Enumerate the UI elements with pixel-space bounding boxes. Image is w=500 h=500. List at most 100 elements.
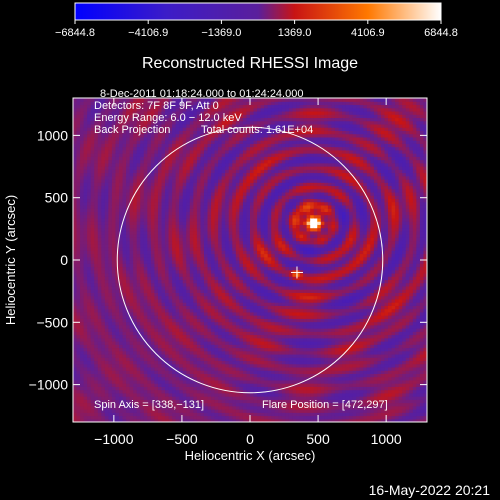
heatmap-cell — [168, 250, 173, 255]
heatmap-cell — [218, 159, 223, 164]
heatmap-cell — [193, 379, 198, 384]
heatmap-cell — [154, 250, 159, 255]
heatmap-cell — [111, 366, 117, 371]
heatmap-cell — [179, 389, 184, 394]
heatmap-cell — [235, 253, 240, 258]
heatmap-cell — [73, 175, 78, 180]
heatmap-cell — [203, 373, 209, 378]
heatmap-cell — [87, 221, 92, 225]
heatmap-cell — [119, 234, 124, 238]
heatmap-cell — [83, 289, 88, 293]
heatmap-cell — [225, 289, 230, 293]
heatmap-cell — [193, 162, 198, 167]
heatmap-cell — [104, 230, 109, 235]
heatmap-cell — [211, 182, 216, 187]
heatmap-cell — [207, 159, 212, 164]
heatmap-cell — [104, 182, 109, 187]
heatmap-cell — [147, 123, 152, 128]
heatmap-cell — [101, 146, 106, 151]
heatmap-cell — [73, 341, 78, 345]
heatmap-cell — [154, 247, 159, 251]
heatmap-cell — [140, 260, 145, 264]
heatmap-cell — [73, 169, 78, 174]
heatmap-cell — [111, 263, 117, 268]
heatmap-cell — [150, 162, 156, 167]
heatmap-cell — [150, 166, 156, 170]
heatmap-cell — [172, 114, 177, 119]
heatmap-cell — [122, 396, 127, 400]
heatmap-cell — [140, 227, 145, 232]
heatmap-cell — [133, 272, 138, 277]
heatmap-cell — [140, 204, 145, 209]
heatmap-cell — [228, 230, 233, 235]
heatmap-cell — [203, 179, 209, 183]
heatmap-cell — [182, 318, 187, 323]
heatmap-cell — [108, 153, 113, 157]
heatmap-cell — [133, 269, 138, 274]
heatmap-cell — [76, 331, 81, 336]
heatmap-cell — [115, 347, 120, 352]
heatmap-cell — [83, 279, 88, 284]
heatmap-cell — [172, 110, 177, 115]
heatmap-cell — [175, 208, 180, 212]
heatmap-cell — [154, 366, 159, 371]
heatmap-cell — [179, 243, 184, 248]
heatmap-cell — [165, 146, 170, 151]
heatmap-cell — [129, 133, 134, 138]
heatmap-cell — [101, 208, 106, 212]
heatmap-cell — [221, 227, 226, 232]
heatmap-cell — [83, 166, 88, 170]
heatmap-cell — [242, 114, 248, 119]
heatmap-cell — [186, 114, 191, 119]
heatmap-cell — [196, 334, 202, 339]
heatmap-cell — [161, 383, 166, 387]
heatmap-cell — [221, 156, 226, 161]
heatmap-cell — [73, 195, 78, 200]
heatmap-cell — [101, 315, 106, 319]
heatmap-cell — [182, 146, 187, 151]
heatmap-cell — [196, 341, 202, 345]
heatmap-cell — [193, 204, 198, 209]
heatmap-cell — [182, 250, 187, 255]
heatmap-cell — [207, 201, 212, 206]
heatmap-cell — [211, 214, 216, 219]
heatmap-cell — [225, 214, 230, 219]
heatmap-cell — [157, 169, 163, 174]
heatmap-cell — [242, 260, 248, 264]
heatmap-cell — [129, 169, 134, 174]
heatmap-cell — [200, 114, 205, 119]
heatmap-cell — [218, 409, 223, 413]
heatmap-cell — [136, 289, 141, 293]
heatmap-cell — [242, 389, 248, 394]
heatmap-cell — [83, 136, 88, 141]
heatmap-cell — [108, 379, 113, 384]
heatmap-cell — [175, 386, 180, 391]
heatmap-cell — [126, 337, 131, 342]
heatmap-cell — [186, 318, 191, 323]
heatmap-cell — [218, 169, 223, 174]
heatmap-cell — [143, 289, 148, 293]
heatmap-cell — [172, 302, 177, 306]
heatmap-cell — [115, 341, 120, 345]
heatmap-cell — [147, 182, 152, 187]
heatmap-cell — [214, 172, 219, 177]
heatmap-cell — [221, 360, 226, 365]
heatmap-cell — [246, 318, 251, 323]
heatmap-cell — [211, 185, 216, 190]
heatmap-cell — [104, 211, 109, 216]
heatmap-cell — [239, 347, 244, 352]
heatmap-cell — [140, 234, 145, 238]
heatmap-cell — [94, 195, 99, 200]
heatmap-cell — [242, 308, 248, 313]
heatmap-cell — [94, 337, 99, 342]
heatmap-cell — [175, 230, 180, 235]
heatmap-cell — [186, 324, 191, 329]
heatmap-cell — [246, 295, 251, 300]
heatmap-cell — [200, 204, 205, 209]
heatmap-cell — [200, 237, 205, 242]
heatmap-cell — [111, 353, 117, 358]
heatmap-cell — [108, 227, 113, 232]
heatmap-cell — [147, 402, 152, 407]
heatmap-cell — [214, 175, 219, 180]
heatmap-cell — [76, 182, 81, 187]
